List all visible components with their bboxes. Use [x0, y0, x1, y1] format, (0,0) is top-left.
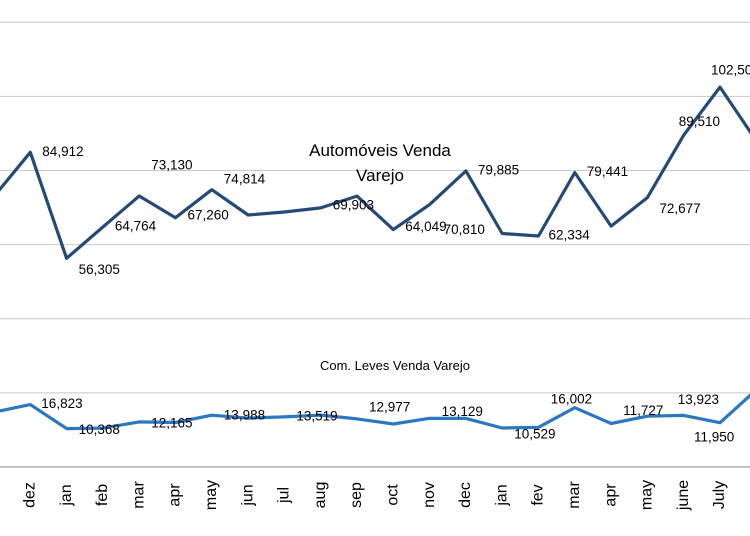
x-tick-label: fev [530, 484, 547, 505]
data-label: 11,727 [623, 403, 663, 418]
x-tick-label: feb [94, 484, 111, 506]
data-label: 79,441 [587, 164, 628, 179]
data-label: 73,130 [151, 158, 192, 173]
data-label: 13,923 [678, 392, 719, 407]
x-tick-label: apr [167, 483, 184, 507]
data-label: 64,049 [405, 219, 446, 234]
x-tick-label: sep [348, 482, 365, 508]
x-tick-label: jul [276, 487, 293, 504]
data-label: 13,519 [296, 408, 337, 423]
data-label: 62,334 [549, 228, 591, 243]
x-tick-label: jun [239, 484, 256, 506]
data-label: 16,823 [41, 396, 82, 411]
x-tick-label: apr [602, 483, 619, 507]
data-label: 16,002 [551, 391, 592, 406]
x-tick-label: dec [457, 482, 474, 508]
series-annotation: Automóveis Venda Varejo [309, 141, 451, 185]
data-label: 13,129 [442, 404, 483, 419]
data-label: 72,677 [659, 201, 700, 216]
series-line [0, 393, 750, 431]
series-annotation: Com. Leves Venda Varejo [319, 358, 471, 373]
data-label: 64,764 [115, 219, 157, 234]
x-tick-label: oct [385, 484, 402, 506]
data-label: 74,814 [224, 171, 266, 186]
x-tick-label: July [711, 481, 728, 509]
data-label: 89,510 [679, 114, 720, 129]
data-label: 11,950 [694, 429, 734, 444]
data-label: 79,885 [478, 162, 519, 177]
x-tick-label: mar [130, 481, 147, 509]
x-tick-label: jan [58, 484, 75, 506]
x-tick-label: may [203, 480, 220, 510]
data-label: 10,529 [514, 427, 555, 442]
data-label: 12,165 [151, 415, 192, 430]
series-line [0, 85, 750, 260]
data-label: 84,912 [42, 144, 83, 159]
x-tick-label: june [675, 480, 692, 511]
x-tick-label: nov [421, 482, 438, 508]
data-label: 69,903 [333, 197, 374, 212]
x-tick-label: dez [22, 482, 39, 508]
data-label: 56,305 [79, 262, 120, 277]
x-tick-label: may [639, 480, 656, 510]
x-tick-label: mar [566, 481, 583, 509]
data-label: 10,368 [79, 422, 120, 437]
data-label: 13,988 [224, 408, 265, 423]
data-label: 67,260 [188, 207, 229, 222]
data-label: 12,977 [369, 399, 410, 414]
x-tick-label: jan [493, 484, 510, 506]
x-tick-label: aug [312, 482, 329, 509]
data-label: 102,500 [711, 63, 750, 78]
data-label: 70,810 [444, 222, 485, 237]
